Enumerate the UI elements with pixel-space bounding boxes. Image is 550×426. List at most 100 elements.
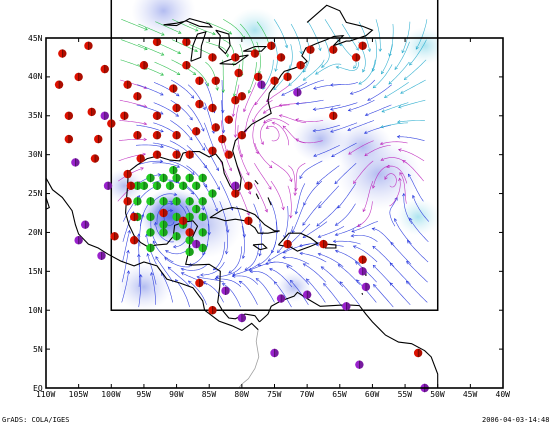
station-marker-green (146, 197, 155, 206)
station-marker-red (182, 37, 191, 47)
coast-segment (361, 292, 364, 295)
y-tick-label: 10N (28, 305, 43, 315)
coast-segment (267, 197, 272, 206)
x-tick-label: 65W (332, 390, 347, 399)
station-marker-red (306, 45, 315, 54)
station-marker-red (270, 76, 279, 85)
station-marker-red (152, 37, 162, 47)
station-marker-red (58, 49, 67, 58)
station-marker-red (139, 61, 149, 70)
x-tick-label: 80W (234, 390, 249, 399)
station-marker-red (237, 131, 247, 140)
footer-right: 2006-04-03-14:48 (482, 416, 550, 424)
station-marker-red (329, 111, 338, 120)
station-marker-red (87, 107, 96, 117)
station-marker-red (54, 80, 64, 89)
y-tick-label: 15N (28, 266, 43, 276)
x-tick-label: 45W (462, 390, 478, 399)
station-marker-red (169, 84, 178, 93)
y-tick-label: 40N (28, 72, 43, 82)
coast-segment (254, 179, 259, 185)
station-marker-green (198, 228, 207, 237)
station-marker-red (329, 45, 338, 54)
axis-ticks (45, 37, 504, 389)
x-tick-label: 75W (267, 390, 282, 399)
station-marker-red (172, 131, 181, 140)
station-marker-red (218, 134, 227, 144)
station-marker-purple (361, 282, 371, 292)
y-tick-label: EQ (33, 383, 43, 393)
x-tick-label: 90W (169, 390, 184, 399)
station-marker-purple (355, 360, 364, 369)
station-marker-green (185, 197, 194, 206)
x-tick-label: 55W (397, 390, 413, 399)
x-tick-label: 100W (101, 390, 121, 399)
station-marker-red (296, 61, 305, 70)
station-marker-red (129, 236, 139, 245)
station-marker-red (244, 216, 253, 225)
station-marker-green (172, 197, 181, 206)
station-marker-green (198, 173, 207, 183)
x-tick-label: 105W (68, 390, 88, 399)
x-tick-label: 70W (299, 390, 315, 399)
station-marker-red (133, 92, 142, 101)
y-tick-label: 25N (28, 189, 43, 199)
station-marker-red (231, 189, 240, 198)
station-marker-green (169, 166, 178, 175)
station-marker-green (208, 189, 217, 198)
station-marker-purple (270, 348, 279, 358)
station-marker-red (123, 197, 132, 206)
station-marker-purple (342, 302, 351, 311)
station-marker-purple (103, 181, 113, 190)
station-marker-red (195, 76, 204, 85)
footer-left: GrADS: COLA/IGES (2, 416, 70, 424)
station-marker-red (237, 92, 247, 101)
station-marker-green (133, 197, 142, 206)
station-marker-red (185, 150, 194, 159)
station-marker-red (211, 76, 220, 85)
station-marker-red (319, 239, 328, 249)
station-marker-green (185, 247, 194, 257)
coast-segment (163, 18, 214, 28)
station-marker-red (172, 103, 181, 113)
station-marker-red (64, 111, 74, 120)
station-marker-green (152, 181, 162, 190)
station-marker-red (351, 53, 361, 62)
station-marker-green (146, 212, 155, 222)
station-marker-red (100, 64, 109, 74)
station-marker-red (94, 134, 103, 144)
station-marker-red (208, 146, 217, 155)
y-tick-label: 20N (28, 227, 43, 237)
station-marker-red (276, 53, 286, 62)
station-marker-purple (71, 158, 80, 167)
station-marker-red (74, 72, 83, 82)
station-marker-red (185, 228, 194, 237)
station-marker-green (146, 173, 155, 183)
station-marker-green (172, 232, 181, 241)
station-marker-green (198, 212, 207, 222)
station-marker-green (191, 204, 201, 214)
station-marker-red (136, 154, 145, 163)
coast-segment (45, 197, 50, 210)
station-marker-green (159, 197, 168, 206)
station-marker-red (120, 111, 129, 120)
station-marker-green (165, 181, 175, 190)
station-marker-red (110, 232, 119, 241)
coast-segment (255, 193, 260, 200)
station-marker-red (129, 212, 139, 222)
station-marker-red (283, 72, 292, 82)
station-marker-purple (276, 294, 286, 303)
station-marker-green (198, 243, 207, 253)
station-marker-red (152, 150, 162, 159)
station-marker-red (64, 134, 74, 144)
station-marker-green (159, 228, 168, 237)
station-marker-green (172, 173, 181, 183)
station-marker-red (267, 41, 276, 50)
coast-segment-outer (46, 176, 47, 178)
station-marker-green (178, 181, 188, 190)
station-marker-green (146, 243, 155, 253)
coast-segment (209, 207, 280, 234)
station-marker-red (123, 169, 132, 179)
station-marker-red (84, 41, 93, 50)
